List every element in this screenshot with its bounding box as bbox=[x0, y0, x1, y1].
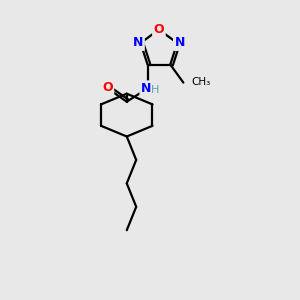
Text: N: N bbox=[141, 82, 151, 95]
Text: O: O bbox=[154, 23, 164, 36]
Text: CH₃: CH₃ bbox=[192, 77, 211, 87]
Text: O: O bbox=[102, 81, 113, 94]
Text: N: N bbox=[175, 37, 185, 50]
Text: N: N bbox=[133, 37, 143, 50]
Text: H: H bbox=[151, 85, 159, 95]
